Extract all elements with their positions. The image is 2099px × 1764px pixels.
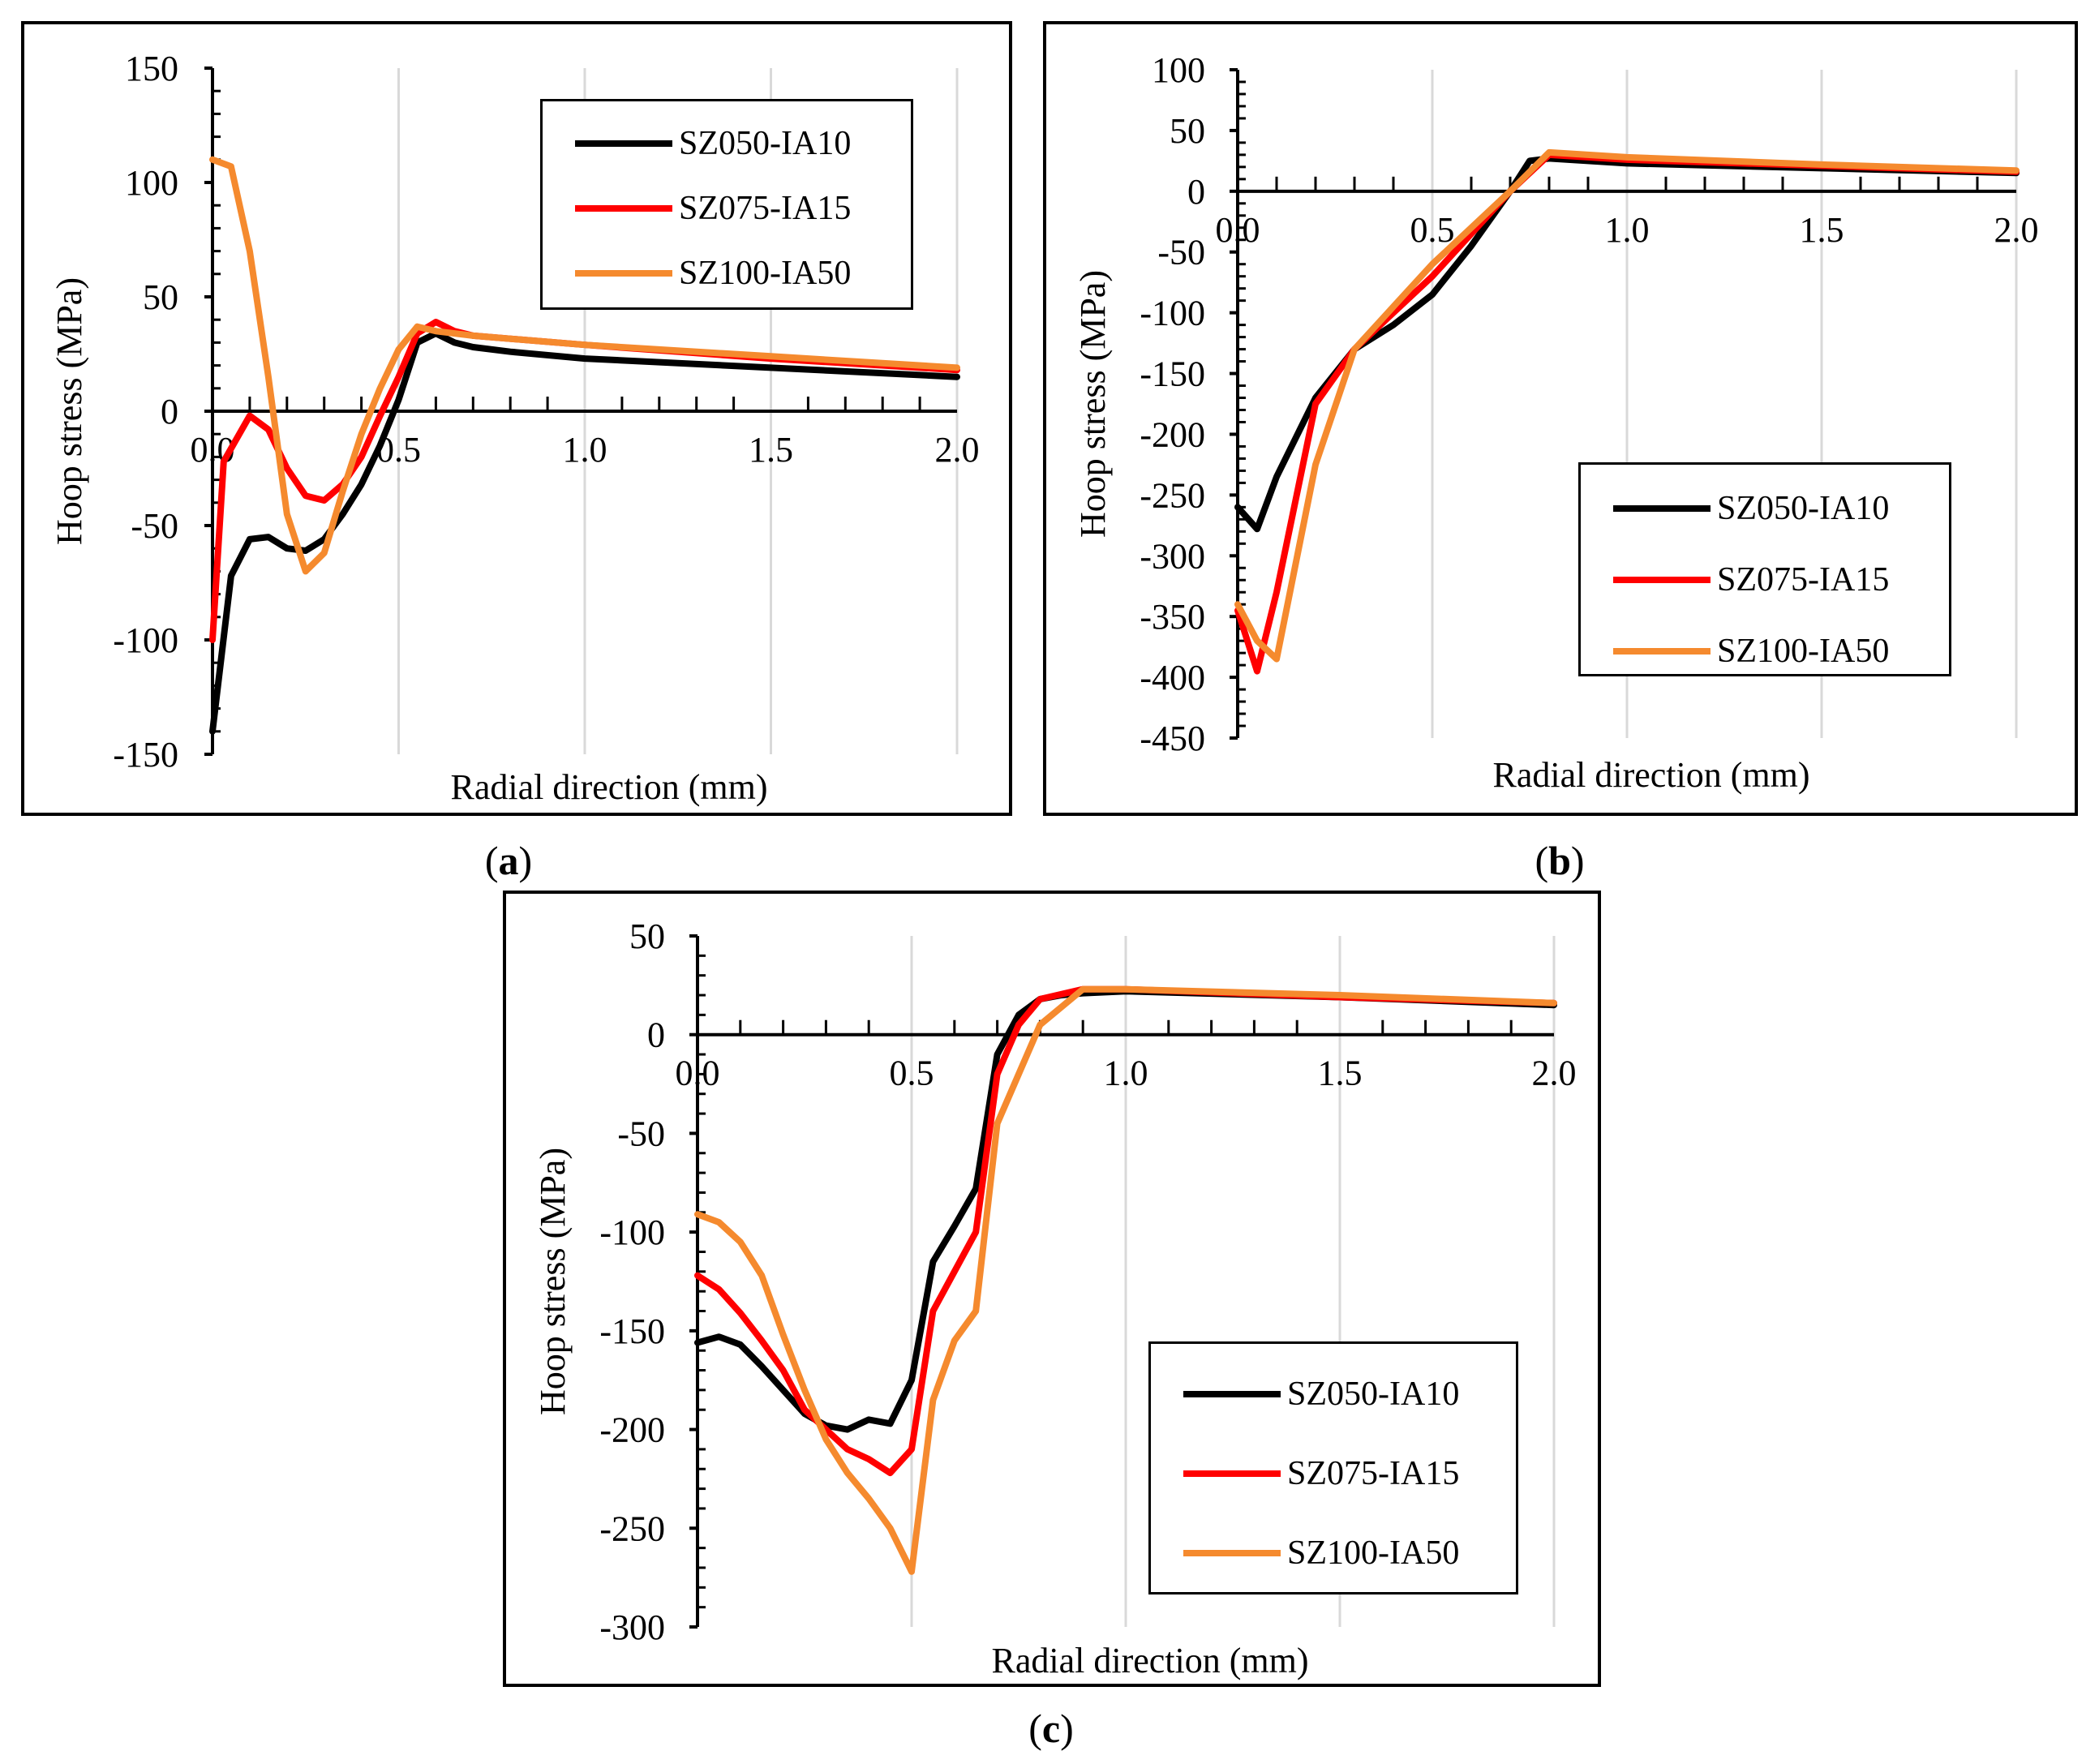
series-line-SZ100-IA50	[1234, 148, 2020, 663]
y-tick-label: 0	[161, 392, 178, 431]
legend-label: SZ100-IA50	[1717, 633, 1890, 670]
chart-panel-b: 100 50 0 -50 -100 -150 -200 -250 -300 -350 -400 -45…	[1043, 21, 2078, 816]
y-tick-label: -400	[1140, 658, 1205, 697]
legend-label: SZ075-IA15	[1287, 1455, 1460, 1492]
y-tick-label: -50	[617, 1114, 665, 1153]
caption-a: (a)	[484, 838, 533, 883]
legend-label: SZ100-IA50	[1287, 1534, 1460, 1572]
x-axis-title: Radial direction (mm)	[992, 1641, 1309, 1680]
y-tick-label: -250	[1140, 475, 1205, 515]
legend-line-icon	[1183, 1391, 1281, 1397]
legend-item: SZ100-IA50	[543, 249, 851, 298]
x-tick-label: 2.0	[1994, 210, 2039, 250]
legend-label: SZ075-IA15	[679, 190, 852, 227]
y-tick-label: -350	[1140, 597, 1205, 637]
legend-item: SZ050-IA10	[543, 119, 851, 168]
y-tick-label: 50	[1170, 111, 1205, 151]
x-tick-label: 1.5	[749, 430, 793, 470]
series-line-SZ100-IA50	[209, 156, 960, 575]
y-tick-label: 0	[647, 1015, 665, 1055]
y-axis-title: Hoop stress (MPa)	[1073, 270, 1113, 538]
legend-line-icon	[575, 270, 672, 277]
chart-panel-a: 150 100 50 0 -50 -100 -150 0.0 0.5 1.0 1.5 2.0 Radia…	[21, 21, 1012, 816]
x-axis-title: Radial direction (mm)	[1493, 755, 1810, 795]
legend-line-icon	[575, 205, 672, 212]
legend-item: SZ050-IA10	[1581, 484, 1889, 533]
chart-panel-c: 50 0 -50 -100 -150 -200 -250 -300 0.0 0.5 1.0 1.5 2.…	[503, 891, 1601, 1687]
y-tick-label: -50	[1157, 233, 1205, 273]
x-tick-label: 0.5	[890, 1054, 934, 1093]
legend-item: SZ100-IA50	[1151, 1529, 1459, 1577]
legend-line-icon	[575, 140, 672, 147]
x-tick-label: 1.0	[1605, 210, 1650, 250]
y-tick-label: 100	[1152, 50, 1205, 90]
y-tick-label: -300	[1140, 536, 1205, 576]
x-tick-label: 0.0	[1216, 210, 1260, 250]
legend-label: SZ050-IA10	[679, 125, 852, 162]
x-tick-label: 0.5	[1410, 210, 1455, 250]
legend-c: SZ050-IA10 SZ075-IA15 SZ100-IA50	[1148, 1341, 1518, 1594]
y-tick-label: -150	[113, 735, 178, 775]
x-axis-title: Radial direction (mm)	[451, 767, 768, 807]
legend-label: SZ050-IA10	[1287, 1376, 1460, 1413]
series-line-SZ100-IA50	[694, 985, 1557, 1575]
legend-line-icon	[1183, 1550, 1281, 1556]
y-tick-label: -100	[113, 620, 178, 660]
x-tick-label: 1.0	[1104, 1054, 1148, 1093]
series-line-SZ075-IA15	[694, 985, 1557, 1477]
x-tick-label: 1.5	[1318, 1054, 1363, 1093]
legend-label: SZ100-IA50	[679, 255, 852, 292]
y-tick-label: -150	[1140, 354, 1205, 394]
y-tick-label: 100	[125, 163, 178, 203]
x-tick-label: 0.0	[676, 1054, 720, 1093]
y-tick-label: 50	[143, 277, 178, 317]
x-tick-label: 1.5	[1800, 210, 1844, 250]
x-tick-label: 2.0	[935, 430, 980, 470]
legend-item: SZ075-IA15	[1151, 1449, 1459, 1498]
y-tick-label: -200	[1140, 414, 1205, 454]
y-tick-label: 0	[1187, 172, 1205, 212]
series-line-SZ050-IA10	[209, 330, 960, 735]
legend-line-icon	[1613, 648, 1711, 655]
caption-b: (b)	[1535, 838, 1585, 883]
caption-c: (c)	[1028, 1706, 1074, 1751]
y-tick-label: -450	[1140, 719, 1205, 758]
series-line-SZ050-IA10	[1234, 155, 2020, 533]
y-tick-label: -100	[599, 1212, 665, 1252]
y-tick-label: -50	[131, 506, 178, 546]
y-tick-label: 150	[125, 49, 178, 88]
legend-item: SZ100-IA50	[1581, 627, 1889, 676]
legend-item: SZ075-IA15	[1581, 556, 1889, 604]
legend-label: SZ075-IA15	[1717, 561, 1890, 599]
legend-line-icon	[1183, 1470, 1281, 1477]
legend-line-icon	[1613, 577, 1711, 583]
y-tick-label: 50	[629, 916, 665, 956]
y-axis-title: Hoop stress (MPa)	[533, 1148, 573, 1415]
y-tick-label: -100	[1140, 294, 1205, 333]
x-tick-label: 1.0	[563, 430, 607, 470]
legend-a: SZ050-IA10 SZ075-IA15 SZ100-IA50	[540, 99, 913, 310]
legend-b: SZ050-IA10 SZ075-IA15 SZ100-IA50	[1578, 462, 1951, 676]
x-tick-label: 2.0	[1532, 1054, 1577, 1093]
y-axis-title: Hoop stress (MPa)	[49, 277, 89, 545]
legend-item: SZ050-IA10	[1151, 1370, 1459, 1418]
chart-svg-b: 100 50 0 -50 -100 -150 -200 -250 -300 -350 -400 -45…	[1073, 50, 2039, 795]
legend-label: SZ050-IA10	[1717, 490, 1890, 527]
y-tick-label: -150	[599, 1311, 665, 1351]
legend-item: SZ075-IA15	[543, 184, 851, 233]
legend-line-icon	[1613, 505, 1711, 512]
y-tick-label: -250	[599, 1509, 665, 1548]
chart-svg-c: 50 0 -50 -100 -150 -200 -250 -300 0.0 0.5 1.0 1.5 2.…	[533, 916, 1577, 1680]
y-tick-label: -300	[599, 1607, 665, 1647]
y-tick-label: -200	[599, 1410, 665, 1450]
